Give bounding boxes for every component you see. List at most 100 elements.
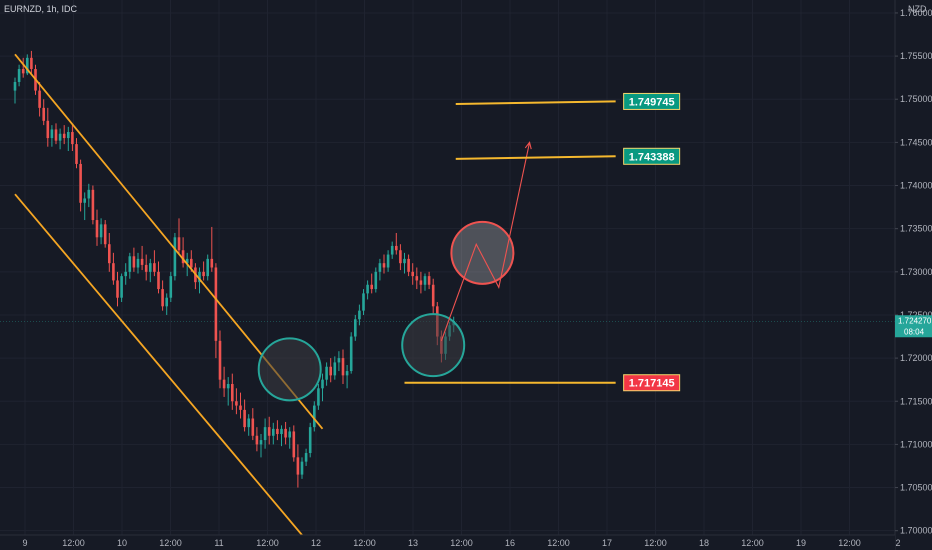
x-tick-label: 10 bbox=[117, 538, 127, 548]
candle-body bbox=[190, 258, 193, 268]
candle-body bbox=[21, 69, 25, 74]
y-tick-label: 1.745000 bbox=[900, 137, 932, 147]
countdown-value: 08:04 bbox=[904, 327, 925, 336]
x-tick-label: 12:00 bbox=[353, 538, 376, 548]
x-tick-label: 12:00 bbox=[547, 538, 570, 548]
x-tick-label: 12:00 bbox=[256, 538, 279, 548]
candle-body bbox=[17, 69, 21, 82]
candle-body bbox=[67, 132, 70, 139]
candle-body bbox=[210, 258, 214, 268]
candle-body bbox=[144, 264, 148, 272]
candle-body bbox=[382, 263, 386, 268]
candle-body bbox=[276, 428, 279, 435]
candle-body bbox=[140, 258, 144, 265]
x-tick-label: 12:00 bbox=[644, 538, 667, 548]
candle-body bbox=[136, 258, 140, 268]
candle-body bbox=[349, 336, 353, 372]
x-tick-label: 19 bbox=[796, 538, 806, 548]
candle-body bbox=[247, 418, 250, 428]
candle-body bbox=[177, 237, 181, 251]
level-label: 1.743388 bbox=[629, 151, 675, 163]
level-line bbox=[455, 155, 616, 160]
candle-body bbox=[354, 319, 357, 337]
candle-body bbox=[374, 271, 378, 290]
y-tick-label: 1.760000 bbox=[900, 8, 932, 18]
candle-body bbox=[366, 284, 369, 294]
y-tick-label: 1.705000 bbox=[900, 483, 932, 493]
y-tick-label: 1.740000 bbox=[900, 181, 932, 191]
price-axis[interactable] bbox=[895, 0, 932, 550]
candle-body bbox=[321, 379, 324, 389]
level-label: 1.749745 bbox=[629, 96, 675, 108]
y-tick-label: 1.755000 bbox=[900, 51, 932, 61]
candle-body bbox=[218, 340, 222, 380]
candle-body bbox=[292, 431, 296, 458]
candle-body bbox=[173, 237, 177, 277]
candle-body bbox=[284, 428, 287, 438]
candle-body bbox=[181, 250, 185, 264]
candle-body bbox=[26, 57, 29, 74]
candle-body bbox=[431, 284, 435, 307]
time-axis-ticks: 9 12:00 10 12:00 11 12:00 12 12:00 13 12:00 16 12:0… bbox=[22, 538, 900, 548]
candle-body bbox=[214, 267, 218, 341]
candle-body bbox=[185, 258, 189, 264]
candle-body bbox=[79, 163, 82, 203]
time-axis[interactable] bbox=[0, 535, 895, 550]
candle-body bbox=[255, 435, 259, 445]
candle-body bbox=[243, 409, 246, 428]
candle-body bbox=[296, 457, 300, 475]
candle-body bbox=[58, 133, 62, 141]
y-tick-label: 1.730000 bbox=[900, 267, 932, 277]
candle-body bbox=[103, 224, 107, 245]
candle-body bbox=[345, 371, 349, 376]
candle-body bbox=[378, 263, 382, 272]
candle-body bbox=[30, 57, 33, 70]
candle-body bbox=[157, 271, 160, 290]
candle-body bbox=[341, 358, 345, 376]
candle-body bbox=[358, 310, 361, 320]
candle-body bbox=[317, 388, 320, 406]
candle-body bbox=[239, 405, 242, 410]
candle-body bbox=[263, 427, 267, 441]
candle-body bbox=[38, 90, 41, 108]
candle-body bbox=[112, 263, 115, 281]
reversal-circle bbox=[257, 337, 322, 402]
candle-body bbox=[226, 383, 230, 389]
y-tick-label: 1.715000 bbox=[900, 396, 932, 406]
candle-body bbox=[91, 189, 95, 221]
candle-body bbox=[399, 250, 402, 264]
projection-arrowhead bbox=[524, 141, 532, 150]
candle-body bbox=[132, 256, 136, 268]
level-label-box bbox=[623, 147, 681, 165]
candle-body bbox=[415, 276, 419, 281]
x-tick-label: 18 bbox=[699, 538, 709, 548]
y-tick-label: 1.710000 bbox=[900, 439, 932, 449]
x-tick-label: 12:00 bbox=[450, 538, 473, 548]
y-tick-label: 1.750000 bbox=[900, 94, 932, 104]
x-tick-label: 12:00 bbox=[838, 538, 861, 548]
candle-body bbox=[411, 271, 414, 277]
x-tick-label: 16 bbox=[505, 538, 515, 548]
candle-body bbox=[337, 358, 341, 363]
level-line bbox=[455, 100, 616, 106]
candle-body bbox=[198, 271, 201, 283]
candle-body bbox=[169, 276, 173, 298]
reversal-circle bbox=[401, 313, 466, 378]
candle-body bbox=[325, 366, 328, 380]
candle-body bbox=[222, 379, 226, 389]
candle-body bbox=[427, 276, 431, 285]
x-tick-label: 12:00 bbox=[62, 538, 85, 548]
level-label-box bbox=[623, 92, 681, 110]
y-tick-label: 1.735000 bbox=[900, 224, 932, 234]
currency-label: NZD bbox=[908, 4, 927, 14]
channel-lower-line bbox=[14, 193, 303, 536]
candle-body bbox=[403, 258, 406, 264]
candle-body bbox=[206, 258, 209, 277]
x-tick-label: 2 bbox=[895, 538, 900, 548]
level-label-box bbox=[623, 374, 681, 392]
y-tick-label: 1.725000 bbox=[900, 310, 932, 320]
candle-body bbox=[419, 280, 423, 285]
candle-body bbox=[231, 383, 234, 402]
x-tick-label: 12 bbox=[311, 538, 321, 548]
